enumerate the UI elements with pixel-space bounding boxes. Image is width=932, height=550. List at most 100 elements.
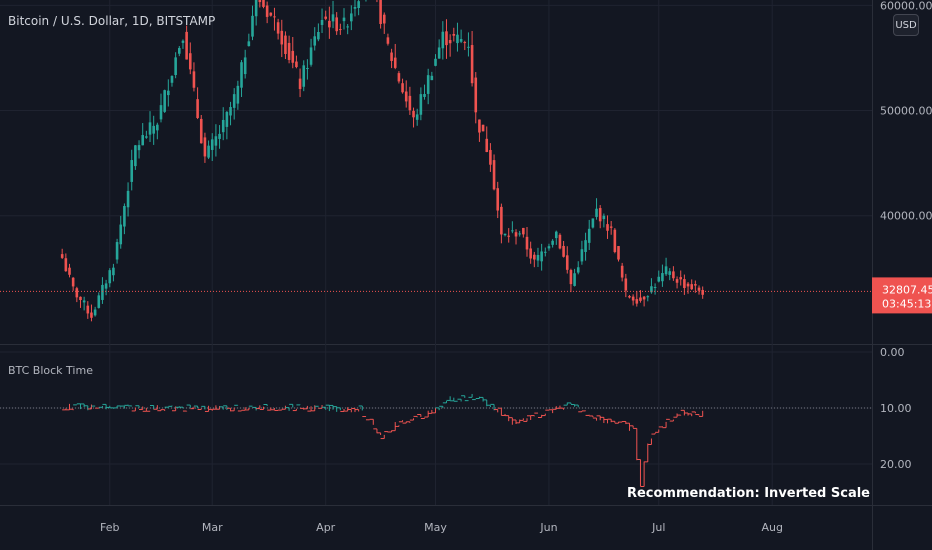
candle-body bbox=[254, 0, 258, 17]
candle-body bbox=[481, 124, 485, 132]
candle-body bbox=[459, 39, 463, 42]
candle-body bbox=[86, 305, 90, 314]
candle bbox=[569, 268, 573, 293]
indicator-tick-label: 20.00 bbox=[880, 458, 912, 471]
candle bbox=[306, 59, 309, 80]
candle bbox=[214, 124, 218, 157]
candle bbox=[309, 38, 313, 67]
candle bbox=[606, 215, 609, 239]
candle-body bbox=[617, 246, 620, 260]
x-tick-label: Jul bbox=[651, 521, 665, 534]
candle-body bbox=[635, 299, 639, 304]
candle-body bbox=[397, 73, 401, 82]
candle-body bbox=[562, 245, 565, 257]
candle-body bbox=[353, 6, 357, 9]
candle-body bbox=[357, 1, 360, 9]
candle bbox=[562, 240, 565, 258]
candle bbox=[551, 239, 554, 248]
candle bbox=[86, 301, 90, 319]
candle-body bbox=[251, 15, 254, 37]
axes: Feb Mar Apr May Jun Jul Aug 40000.00 50000.00 600… bbox=[100, 0, 932, 534]
candle bbox=[236, 80, 240, 110]
candle-body bbox=[401, 83, 404, 93]
candle-body bbox=[123, 205, 126, 227]
candle-body bbox=[485, 138, 489, 153]
candle-body bbox=[324, 16, 327, 19]
candle bbox=[620, 262, 624, 282]
candle-body bbox=[448, 40, 452, 44]
candle-body bbox=[686, 283, 690, 287]
candle-body bbox=[551, 240, 554, 245]
candle-body bbox=[419, 94, 423, 115]
candle-body bbox=[295, 61, 298, 68]
indicator-title[interactable]: BTC Block Time bbox=[8, 364, 93, 377]
candle-body bbox=[170, 75, 174, 83]
currency-button[interactable]: USD bbox=[893, 14, 919, 36]
candle-body bbox=[496, 188, 500, 211]
candle bbox=[540, 243, 543, 271]
candle bbox=[602, 213, 606, 228]
candle bbox=[240, 60, 243, 97]
candle-body bbox=[591, 218, 595, 228]
candle-body bbox=[404, 91, 408, 102]
candle bbox=[456, 22, 459, 52]
candle bbox=[141, 123, 144, 146]
candle-body bbox=[291, 50, 295, 63]
candle bbox=[397, 71, 401, 84]
candle-body bbox=[393, 57, 397, 68]
candle bbox=[276, 18, 280, 40]
candle-body bbox=[247, 41, 251, 47]
candle bbox=[232, 88, 236, 120]
candle bbox=[112, 263, 115, 282]
candle-body bbox=[679, 277, 683, 280]
candle bbox=[203, 132, 207, 163]
candle-body bbox=[701, 290, 704, 295]
candle bbox=[595, 198, 598, 220]
x-tick-label: Jun bbox=[539, 521, 557, 534]
x-tick-label: Mar bbox=[202, 521, 223, 534]
candle-body bbox=[90, 312, 93, 318]
candle bbox=[331, 0, 335, 29]
symbol-title[interactable]: Bitcoin / U.S. Dollar, 1D, BITSTAMP bbox=[8, 14, 216, 28]
candle bbox=[280, 19, 284, 58]
candle bbox=[284, 31, 287, 60]
candle bbox=[485, 126, 489, 153]
candle-body bbox=[426, 75, 430, 94]
candle-body bbox=[112, 267, 115, 276]
candle bbox=[298, 68, 302, 98]
candle-body bbox=[672, 271, 675, 279]
candle bbox=[163, 89, 166, 113]
candle-body bbox=[675, 279, 679, 283]
candle-body bbox=[456, 34, 459, 44]
candle bbox=[522, 227, 525, 238]
candle bbox=[642, 295, 646, 307]
candle bbox=[386, 33, 390, 46]
candle-body bbox=[328, 20, 331, 28]
candle bbox=[668, 268, 672, 281]
candle-body bbox=[331, 14, 335, 22]
candle bbox=[262, 0, 265, 9]
candle-body bbox=[470, 45, 474, 84]
candle bbox=[119, 215, 123, 249]
candle-body bbox=[280, 30, 284, 45]
candle-body bbox=[309, 47, 313, 65]
candle bbox=[445, 19, 448, 59]
candle bbox=[178, 46, 181, 57]
candle bbox=[441, 21, 445, 60]
candle-body bbox=[408, 95, 412, 111]
candle bbox=[533, 251, 536, 268]
candle bbox=[437, 39, 441, 59]
candle bbox=[686, 282, 690, 294]
candle bbox=[470, 31, 474, 87]
candle-body bbox=[269, 12, 273, 16]
candle-body bbox=[225, 111, 229, 127]
candle-body bbox=[243, 57, 247, 75]
candle bbox=[90, 304, 93, 322]
candle bbox=[123, 203, 126, 235]
candle-body bbox=[584, 240, 587, 252]
candle bbox=[467, 32, 470, 57]
candle-body bbox=[101, 284, 104, 300]
candle-body bbox=[580, 249, 584, 262]
candle bbox=[679, 270, 683, 286]
candle-body bbox=[609, 226, 613, 228]
